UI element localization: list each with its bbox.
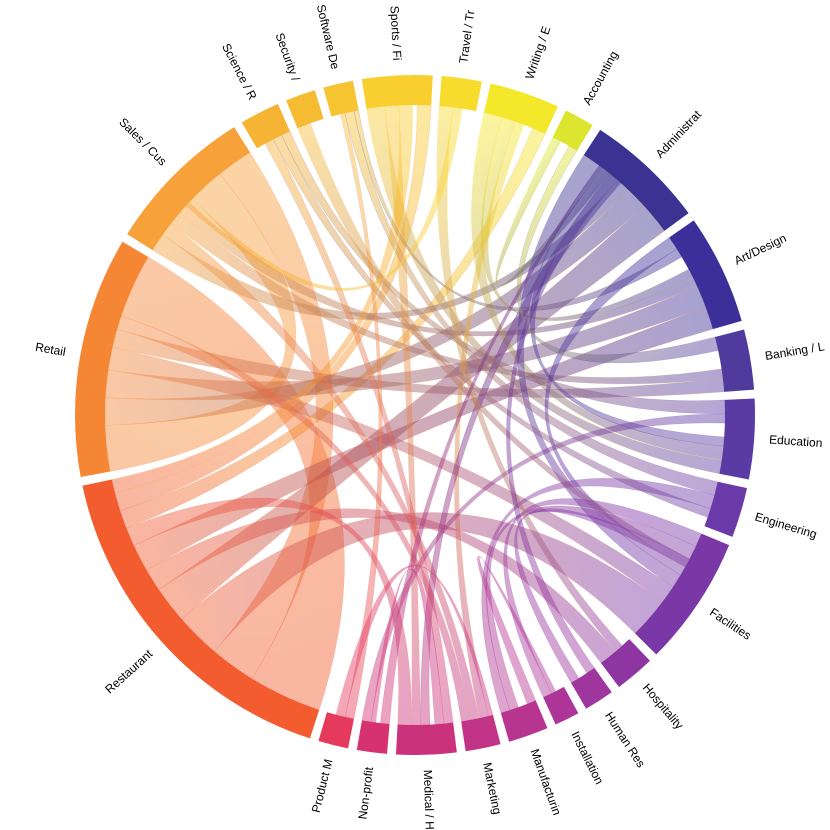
- chord-diagram: Restaurant Retail Sales / Cus Science / R Se…: [0, 0, 830, 830]
- arc-label: Banking / L: [764, 339, 826, 363]
- arc-label: Administrat: [653, 107, 705, 161]
- arc-label: Medical / H: [421, 770, 437, 830]
- arc-label: Retail: [34, 340, 67, 359]
- arc-label: Sports / Fi: [387, 5, 404, 60]
- arc-label: Product M: [309, 758, 336, 814]
- arc-label: Engineering: [753, 510, 818, 542]
- arc-label: Non-profit: [356, 765, 377, 820]
- arc-label: Travel / Tr: [456, 9, 477, 64]
- arc-travel: [439, 76, 482, 111]
- arc-label: Science / R: [219, 41, 260, 102]
- arc-label: Hospitality: [640, 681, 686, 732]
- arc-label: Art/Design: [732, 231, 789, 268]
- arc-label: Security /: [273, 31, 303, 83]
- arc-security: [286, 90, 324, 128]
- arc-nonprofit: [357, 720, 390, 753]
- arc-label: Writing / E: [522, 24, 553, 81]
- arc-label: Manufacturin: [528, 747, 564, 817]
- arc-software: [323, 81, 358, 117]
- arc-label: Accounting: [580, 49, 621, 108]
- arc-label: Sales / Cus: [116, 115, 169, 168]
- arc-medical: [396, 723, 457, 755]
- arc-label: Restaurant: [102, 646, 155, 696]
- ribbons: [105, 105, 725, 725]
- arc-label: Software De: [314, 3, 343, 71]
- arc-humanres: [571, 668, 612, 709]
- arc-sports: [362, 75, 433, 109]
- arc-label: Facilities: [707, 605, 754, 643]
- arc-label: Marketing: [480, 761, 504, 815]
- arc-label: Education: [769, 432, 823, 450]
- arc-label: Installation: [568, 729, 606, 787]
- arc-label: Human Res: [602, 709, 648, 770]
